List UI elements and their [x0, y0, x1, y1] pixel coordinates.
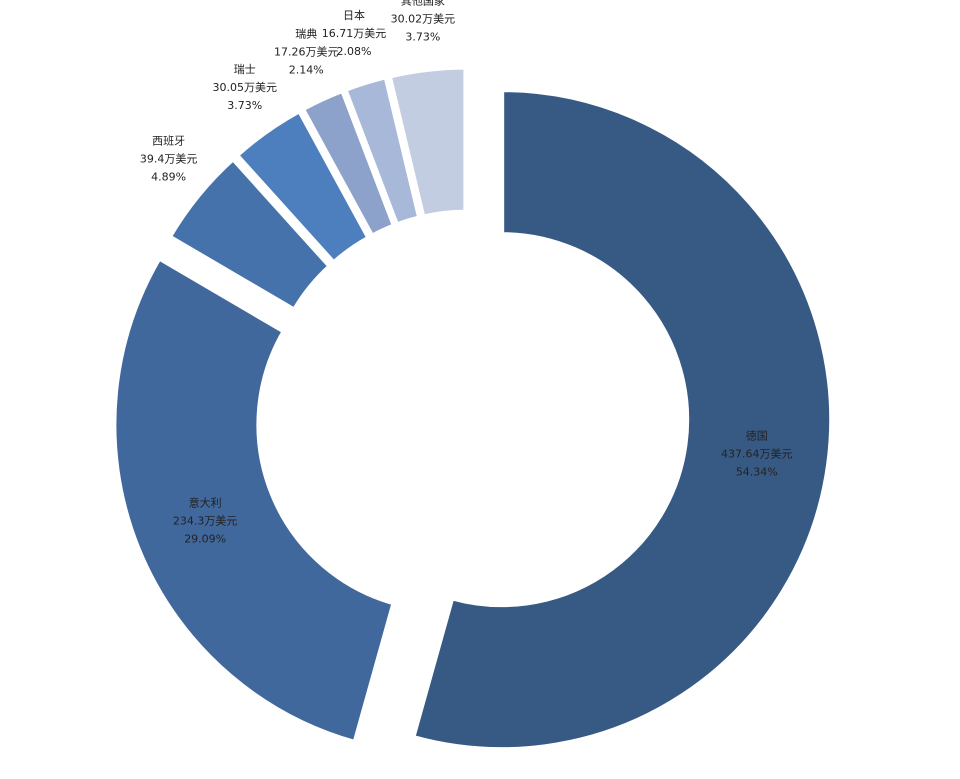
slice-amount-label: 17.26万美元 — [274, 46, 339, 59]
slice-value-label: 3.73% — [227, 99, 262, 112]
donut-slice — [409, 87, 835, 753]
slice-value-label: 3.73% — [405, 31, 440, 44]
slice-category-label: 瑞士 — [234, 62, 256, 76]
donut-slice — [233, 107, 373, 267]
slice-value-label: 29.09% — [184, 532, 226, 545]
slice-amount-label: 234.3万美元 — [173, 514, 238, 527]
slice-category-label: 日本 — [343, 8, 365, 22]
slice-amount-label: 437.64万美元 — [721, 448, 793, 461]
slice-category-label: 瑞典 — [295, 27, 317, 41]
donut-slice — [165, 155, 334, 314]
slice-category-label: 西班牙 — [152, 134, 185, 147]
slice-value-label: 54.34% — [736, 466, 778, 479]
slice-amount-label: 30.02万美元 — [391, 13, 456, 26]
slice-category-label: 其他国家 — [401, 0, 445, 8]
slice-category-label: 意大利 — [189, 495, 222, 509]
donut-slice — [341, 73, 423, 229]
slice-amount-label: 30.05万美元 — [213, 81, 278, 94]
slice-amount-label: 16.71万美元 — [322, 27, 387, 40]
donut-slice — [111, 254, 398, 746]
slice-amount-label: 39.4万美元 — [140, 152, 198, 165]
slice-value-label: 4.89% — [151, 170, 186, 183]
donut-slice — [386, 64, 469, 221]
slice-category-label: 德国 — [746, 429, 768, 443]
slice-value-label: 2.08% — [337, 45, 372, 58]
slice-value-label: 2.14% — [289, 64, 324, 77]
